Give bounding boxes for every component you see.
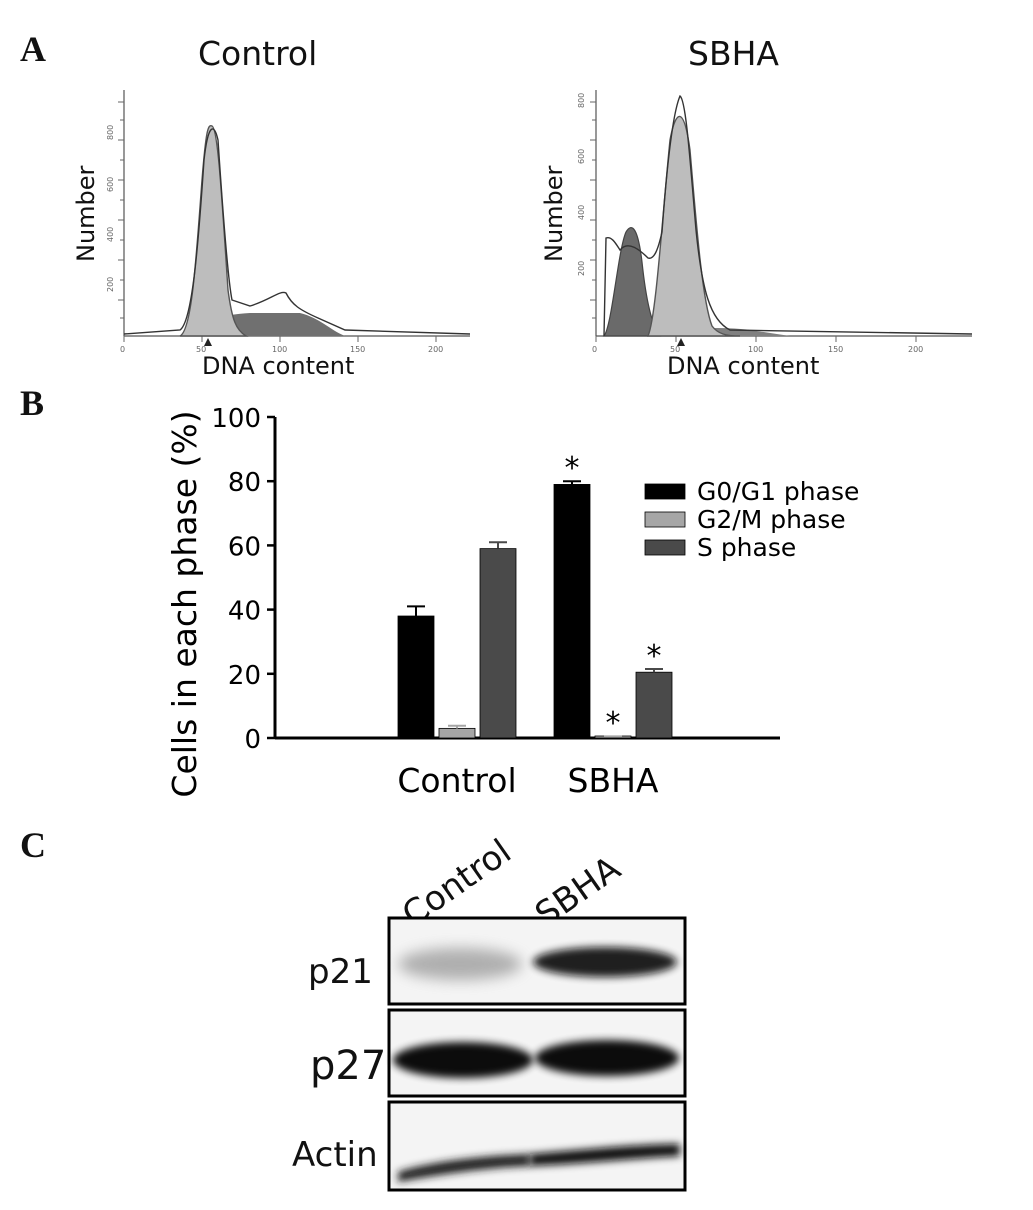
band-p27-sbha <box>535 1040 679 1076</box>
histogram-sbha-subg1-peak <box>602 227 662 337</box>
bar <box>438 727 476 739</box>
legend-label: G0/G1 phase <box>697 477 859 506</box>
panel-a-letter: A <box>20 29 46 69</box>
panel-b-letter: B <box>20 383 45 423</box>
bar-chart-ytick-label: 40 <box>228 597 261 627</box>
histogram-sbha-xlabel: DNA content <box>667 352 820 380</box>
histogram-control-xlabel: DNA content <box>202 352 355 380</box>
bar-chart-ytick-label: 80 <box>228 468 261 498</box>
histogram-sbha-xtick-200: 200 <box>908 345 923 354</box>
histogram-control-xtick-200: 200 <box>428 345 443 354</box>
blot-label-p27: p27 <box>310 1043 387 1089</box>
histogram-sbha-ytick-200: 200 <box>577 261 586 276</box>
bar-chart-ytick-label: 100 <box>211 404 261 434</box>
histogram-sbha-title: SBHA <box>688 34 779 73</box>
histogram-control-xtick-0: 0 <box>120 345 125 354</box>
bar-chart-bars: * * * <box>397 451 673 741</box>
bar-chart-ytick-label: 60 <box>228 532 261 562</box>
histogram-sbha: 800 600 400 200 0 50 100 150 200 <box>577 90 973 354</box>
band-actin-control <box>398 1154 530 1182</box>
band-p21-sbha <box>533 947 677 977</box>
legend-label: S phase <box>697 533 796 562</box>
blot-label-actin: Actin <box>292 1135 378 1175</box>
bar-chart-category-label: SBHA <box>568 761 659 800</box>
legend-label: G2/M phase <box>697 505 846 534</box>
histogram-sbha-ytick-400: 400 <box>577 205 586 220</box>
blot-row-p21 <box>387 916 687 1006</box>
bar-chart-ylabel: Cells in each phase (%) <box>165 410 204 797</box>
legend-swatch <box>644 511 686 528</box>
histogram-sbha-ytick-800: 800 <box>577 93 586 108</box>
histogram-sbha-yticks <box>590 101 596 319</box>
histogram-sbha-marker <box>677 338 685 346</box>
bar-chart-ytick-label: 20 <box>228 661 261 691</box>
bar-chart-axes: 0 20 40 60 80 100 Control SBHA <box>211 404 780 800</box>
bar <box>553 484 591 739</box>
histogram-control-yticks <box>118 101 124 319</box>
blot-label-p21: p21 <box>308 952 373 992</box>
histogram-control-xtick-100: 100 <box>272 345 287 354</box>
bar <box>479 548 517 739</box>
legend-swatch <box>644 483 686 500</box>
histogram-sbha-xticks <box>595 336 917 342</box>
histogram-sbha-xtick-50: 50 <box>670 345 680 354</box>
band-p21-control <box>398 948 522 980</box>
histogram-control-xticks <box>123 336 437 342</box>
blot-row-p27 <box>387 1008 687 1098</box>
histogram-sbha-ytick-600: 600 <box>577 149 586 164</box>
blot-row-actin <box>387 1100 687 1192</box>
histogram-sbha-xtick-100: 100 <box>748 345 763 354</box>
histogram-control-raw-trace <box>123 128 471 335</box>
significance-marker: * <box>606 706 621 741</box>
histogram-control-ytick-600: 600 <box>106 177 115 192</box>
histogram-control-ytick-400: 400 <box>106 227 115 242</box>
significance-marker: * <box>647 639 662 674</box>
western-blot <box>387 916 687 1192</box>
histogram-sbha-raw-trace <box>603 94 973 337</box>
histogram-control-title: Control <box>198 34 318 73</box>
histogram-control: 800 600 400 200 0 50 100 150 200 <box>106 90 471 354</box>
histogram-control-xtick-150: 150 <box>350 345 365 354</box>
histogram-sbha-xtick-0: 0 <box>592 345 597 354</box>
cell-cycle-bar-chart: Cells in each phase (%) 0 20 40 60 80 100 Cont… <box>165 404 859 800</box>
bar-chart-ytick-label: 0 <box>244 725 261 755</box>
band-p27-control <box>393 1042 533 1078</box>
bar-chart-category-label: Control <box>397 761 516 800</box>
histogram-sbha-g0g1-peak <box>646 115 741 337</box>
histogram-control-ytick-200: 200 <box>106 277 115 292</box>
histogram-sbha-xtick-150: 150 <box>828 345 843 354</box>
band-actin-sbha <box>530 1144 680 1166</box>
histogram-control-xtick-50: 50 <box>196 345 206 354</box>
histogram-control-ytick-800: 800 <box>106 125 115 140</box>
significance-marker: * <box>565 451 580 486</box>
bar <box>635 671 673 739</box>
bar <box>397 615 435 739</box>
legend-swatch <box>644 539 686 556</box>
histogram-control-marker <box>204 338 212 346</box>
panel-c-letter: C <box>20 825 46 865</box>
